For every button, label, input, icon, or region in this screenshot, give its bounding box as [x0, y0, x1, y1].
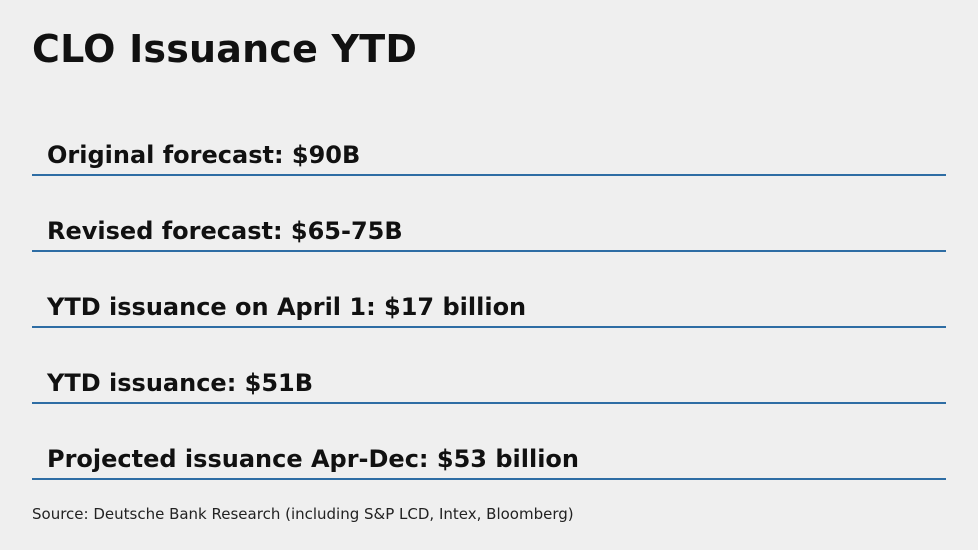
- stat-text: YTD issuance on April 1: $17 billion: [47, 293, 527, 321]
- source-note: Source: Deutsche Bank Research (includin…: [32, 505, 574, 523]
- stat-text: Projected issuance Apr-Dec: $53 billion: [47, 445, 579, 473]
- divider-line: [32, 478, 946, 480]
- divider-line: [32, 402, 946, 404]
- stat-row-ytd-issuance: YTD issuance: $51B: [32, 328, 946, 404]
- divider-line: [32, 326, 946, 328]
- stat-text: YTD issuance: $51B: [47, 369, 314, 397]
- divider-line: [32, 174, 946, 176]
- divider-line: [32, 250, 946, 252]
- stat-row-ytd-april: YTD issuance on April 1: $17 billion: [32, 252, 946, 328]
- stat-row-projected-issuance: Projected issuance Apr-Dec: $53 billion: [32, 404, 946, 480]
- stat-row-revised-forecast: Revised forecast: $65-75B: [32, 176, 946, 252]
- stat-text: Revised forecast: $65-75B: [47, 217, 403, 245]
- stat-list: Original forecast: $90B Revised forecast…: [32, 100, 946, 480]
- stat-row-original-forecast: Original forecast: $90B: [32, 100, 946, 176]
- stat-text: Original forecast: $90B: [47, 141, 361, 169]
- page-title: CLO Issuance YTD: [32, 27, 418, 71]
